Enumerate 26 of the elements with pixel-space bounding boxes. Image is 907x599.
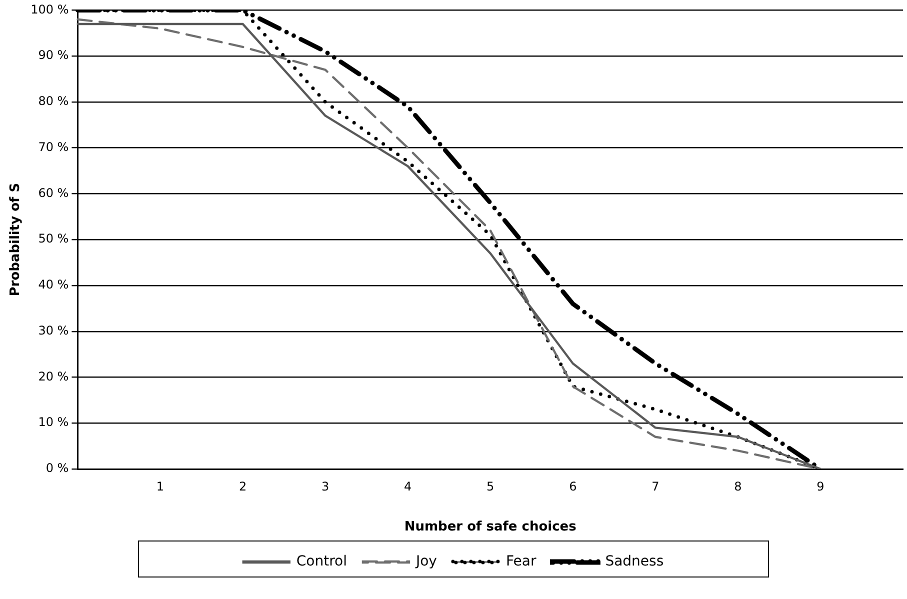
x-tick-label: 4 [404,479,412,494]
y-tick-label: 50 % [38,232,69,246]
y-tick-label: 60 % [38,186,69,200]
legend-label: Fear [506,554,536,570]
y-tick-label: 30 % [38,323,69,338]
x-tick-label: 6 [569,479,577,494]
y-tick-label: 0 % [46,461,69,476]
x-tick-label: 2 [238,479,247,494]
x-tick-label: 5 [486,479,494,494]
y-tick-label: 10 % [38,415,69,430]
legend-label: Control [296,554,347,570]
y-tick-label: 70 % [38,140,69,154]
legend-label: Joy [414,554,437,570]
x-tick-label: 7 [652,479,660,494]
y-tick-label: 80 % [38,94,69,108]
y-axis-title: Probability of S [8,182,24,296]
x-tick-label: 3 [321,479,330,494]
legend-label: Sadness [605,554,664,570]
y-tick-label: 100 % [30,2,69,16]
y-tick-label: 90 % [38,48,69,62]
y-tick-label: 20 % [38,369,69,384]
x-axis-title: Number of safe choices [404,520,577,535]
x-tick-label: 8 [734,479,742,494]
y-tick-label: 40 % [38,278,69,292]
x-tick-label: 1 [156,479,164,494]
x-tick-label: 9 [816,479,824,494]
